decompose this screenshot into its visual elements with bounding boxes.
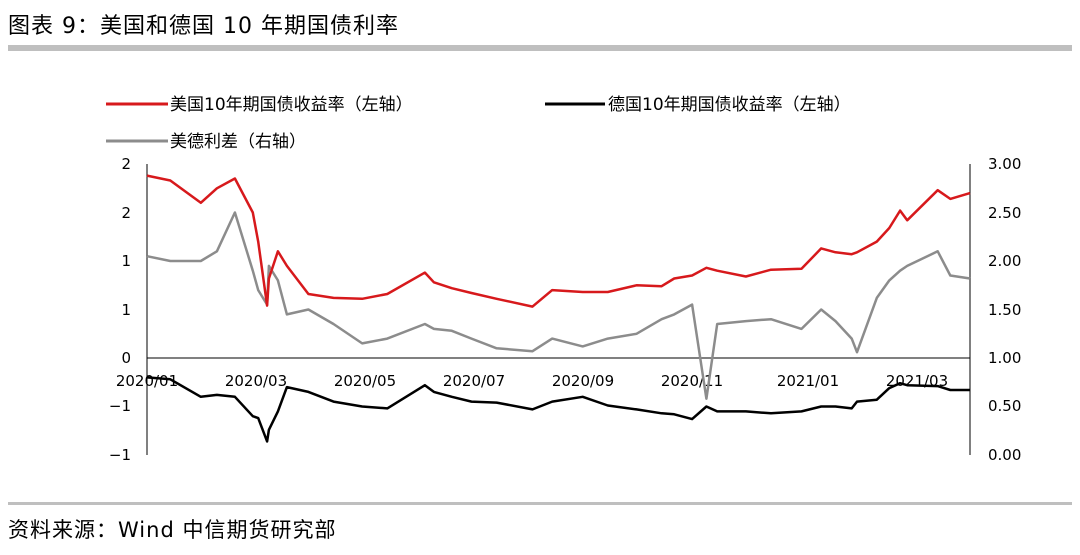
legend-label-spread: 美德利差（右轴）: [170, 132, 306, 152]
source-note: 资料来源：Wind 中信期货研究部: [8, 518, 337, 542]
legend: 美国10年期国债收益率（左轴） 德国10年期国债收益率（左轴） 美德利差（右轴）: [106, 95, 851, 152]
series-de-line: [146, 376, 970, 443]
x-tick-label: 2020/05: [334, 372, 396, 390]
legend-label-de: 德国10年期国债收益率（左轴）: [608, 95, 851, 115]
top-rule: [8, 45, 1072, 51]
x-tick-label: 2020/03: [225, 372, 287, 390]
right-tick-labels: 3.00 2.50 2.00 1.50 1.00 0.50 0.00: [988, 155, 1021, 464]
x-tick-label: 2020/01: [116, 372, 178, 390]
x-tick-label: 2020/09: [552, 372, 614, 390]
left-tick-label: 0: [121, 349, 131, 367]
right-tick-label: 2.00: [988, 252, 1021, 270]
legend-label-us: 美国10年期国债收益率（左轴）: [170, 95, 413, 115]
series-us-line: [146, 174, 971, 308]
right-tick-label: 2.50: [988, 204, 1021, 222]
right-tick-label: 3.00: [988, 155, 1021, 173]
left-tick-labels: 2 2 1 1 0 −1 −1: [109, 155, 131, 464]
bottom-rule: [8, 502, 1072, 505]
left-tick-label: −1: [109, 397, 131, 415]
left-tick-label: −1: [109, 446, 131, 464]
left-tick-label: 1: [121, 301, 131, 319]
x-tick-label: 2020/07: [443, 372, 505, 390]
left-tick-label: 1: [121, 252, 131, 270]
right-tick-label: 0.50: [988, 397, 1021, 415]
left-tick-label: 2: [121, 204, 131, 222]
x-tick-label: 2020/11: [661, 372, 723, 390]
right-tick-label: 1.00: [988, 349, 1021, 367]
figure-title: 图表 9：美国和德国 10 年期国债利率: [8, 14, 399, 39]
x-tick-labels: 2020/01 2020/03 2020/05 2020/07 2020/09 …: [116, 372, 948, 390]
right-tick-label: 0.00: [988, 446, 1021, 464]
x-tick-label: 2021/01: [777, 372, 839, 390]
series-spread-line: [146, 211, 971, 400]
right-tick-label: 1.50: [988, 301, 1021, 319]
left-tick-label: 2: [121, 155, 131, 173]
